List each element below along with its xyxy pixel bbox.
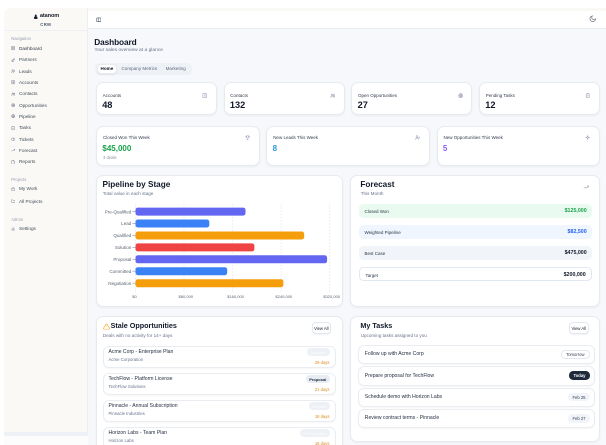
svg-text:$80,000: $80,000	[178, 294, 193, 299]
svg-text:Solution: Solution	[115, 245, 132, 250]
svg-text:Negotiation: Negotiation	[108, 281, 131, 286]
svg-text:$320,000: $320,000	[323, 294, 341, 299]
svg-text:Pre-Qualified: Pre-Qualified	[105, 209, 132, 214]
svg-text:Committed: Committed	[109, 269, 131, 274]
svg-text:$160,000: $160,000	[227, 294, 245, 299]
svg-text:$0: $0	[132, 294, 137, 299]
svg-text:$240,000: $240,000	[275, 294, 293, 299]
svg-text:Lead: Lead	[121, 221, 132, 226]
svg-text:Proposal: Proposal	[113, 257, 131, 262]
svg-text:Qualified: Qualified	[113, 233, 131, 238]
